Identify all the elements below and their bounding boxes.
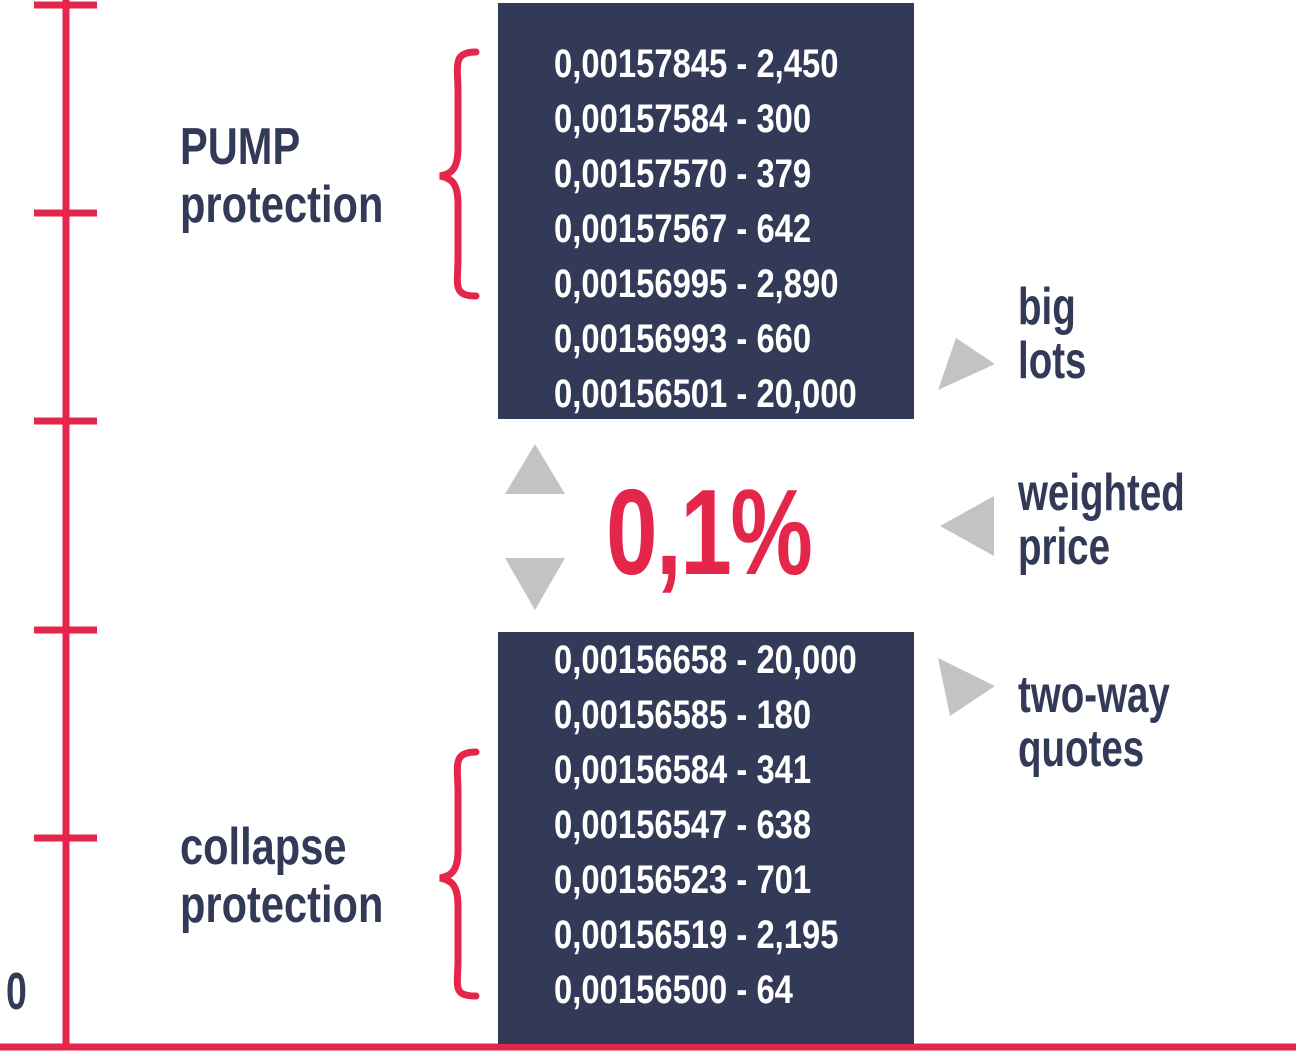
collapse-protection-label: collapse protection <box>180 818 383 934</box>
bid-row: 0,00156500 - 64 <box>554 968 793 1012</box>
big-lots-line2: lots <box>1018 332 1087 390</box>
bid-row: 0,00156658 - 20,000 <box>554 638 857 682</box>
ask-row: 0,00157584 - 300 <box>554 97 812 141</box>
two-way-quotes-line2: quotes <box>1018 720 1145 778</box>
pump-label-line2: protection <box>180 176 384 234</box>
collapse-brace <box>439 748 480 1000</box>
bid-row: 0,00156584 - 341 <box>554 748 812 792</box>
weighted-price-line2: price <box>1018 518 1110 576</box>
ask-row: 0,00156501 - 20,000 <box>554 372 857 416</box>
ask-row: 0,00157845 - 2,450 <box>554 42 839 86</box>
collapse-label-line2: protection <box>180 876 384 934</box>
axis-zero-label: 0 <box>6 963 27 1021</box>
collapse-label-line1: collapse <box>180 818 347 876</box>
two-way-quotes-arrow-icon <box>938 658 995 716</box>
bid-row: 0,00156585 - 180 <box>554 693 812 737</box>
two-way-quotes-line1: two-way <box>1018 666 1170 724</box>
two-way-quotes-label: two-way quotes <box>1018 668 1170 776</box>
spread-percentage: 0,1% <box>606 464 813 600</box>
big-lots-arrow-icon <box>938 338 995 390</box>
bid-row: 0,00156523 - 701 <box>554 858 812 902</box>
ask-order-book: 0,00157845 - 2,450 0,00157584 - 300 0,00… <box>498 3 914 419</box>
up-arrow-icon <box>505 444 565 494</box>
pump-brace <box>439 48 480 300</box>
ask-row: 0,00156995 - 2,890 <box>554 262 839 306</box>
bid-order-book: 0,00156658 - 20,000 0,00156585 - 180 0,0… <box>498 632 914 1044</box>
bid-row: 0,00156547 - 638 <box>554 803 812 847</box>
big-lots-label: big lots <box>1018 280 1086 388</box>
ask-row: 0,00156993 - 660 <box>554 317 812 361</box>
weighted-price-label: weighted price <box>1018 466 1185 574</box>
weighted-price-arrow-icon <box>940 496 994 556</box>
bid-row: 0,00156519 - 2,195 <box>554 913 839 957</box>
pump-protection-label: PUMP protection <box>180 118 383 234</box>
pump-label-line1: PUMP <box>180 118 301 176</box>
down-arrow-icon <box>505 558 565 610</box>
weighted-price-line1: weighted <box>1018 464 1185 522</box>
ask-row: 0,00157567 - 642 <box>554 207 812 251</box>
big-lots-line1: big <box>1018 278 1076 336</box>
ask-row: 0,00157570 - 379 <box>554 152 812 196</box>
